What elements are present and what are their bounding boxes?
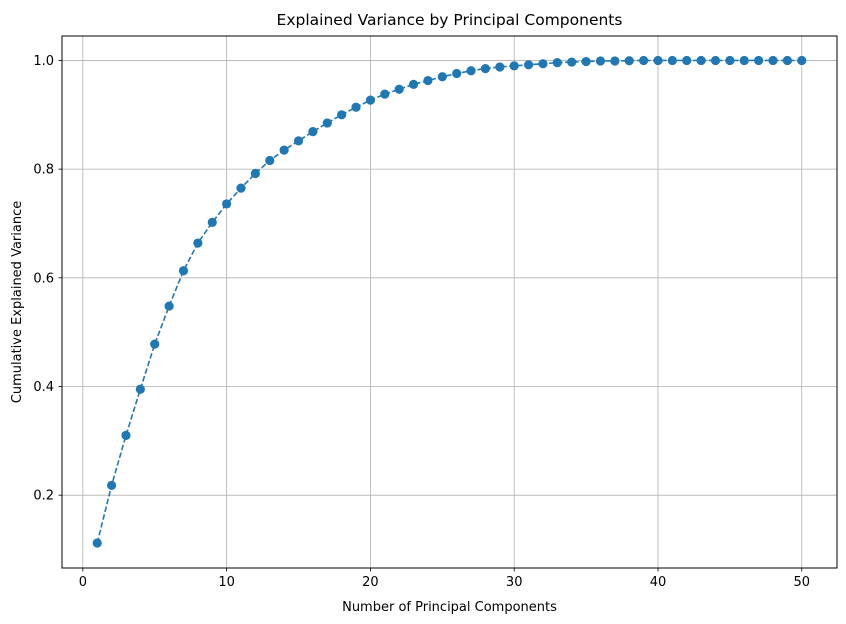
x-axis-label: Number of Principal Components xyxy=(342,600,557,615)
data-point xyxy=(365,95,376,105)
data-point xyxy=(710,55,721,66)
data-point xyxy=(408,79,419,89)
data-point xyxy=(581,56,591,67)
data-point xyxy=(150,339,160,349)
data-point xyxy=(207,217,217,227)
y-tick-label: 0.2 xyxy=(33,489,54,504)
x-tick-label: 10 xyxy=(218,575,235,590)
x-tick-label: 50 xyxy=(793,575,810,590)
data-point xyxy=(337,110,347,120)
series-line xyxy=(96,59,802,544)
data-point xyxy=(380,89,390,99)
x-tick-label: 30 xyxy=(506,575,523,590)
data-point xyxy=(164,301,174,311)
data-point xyxy=(754,55,764,66)
series-points xyxy=(92,55,807,548)
data-point xyxy=(495,62,505,72)
data-point xyxy=(466,66,476,76)
y-tick-label: 1.0 xyxy=(33,54,54,69)
y-tick-label: 0.4 xyxy=(33,380,54,395)
plot-frame xyxy=(61,35,838,569)
series-line-path xyxy=(96,59,802,544)
data-point xyxy=(92,538,102,548)
data-point xyxy=(667,55,677,66)
data-point xyxy=(265,155,275,166)
x-tick-label: 0 xyxy=(79,575,87,590)
data-point xyxy=(121,430,131,441)
data-point xyxy=(523,60,534,70)
data-point xyxy=(322,118,332,128)
y-axis-label: Cumulative Explained Variance xyxy=(10,201,25,403)
grid xyxy=(62,36,837,568)
chart-title: Explained Variance by Principal Componen… xyxy=(277,11,623,29)
data-point xyxy=(538,59,548,69)
data-point xyxy=(279,145,289,155)
data-point xyxy=(552,58,562,68)
data-point xyxy=(696,55,706,66)
data-point xyxy=(782,55,792,66)
x-tick-label: 20 xyxy=(362,575,379,590)
data-point xyxy=(624,56,634,66)
data-point xyxy=(423,75,433,86)
data-point xyxy=(178,266,189,276)
data-point xyxy=(610,56,620,66)
data-point xyxy=(308,127,318,137)
x-tick-label: 40 xyxy=(650,575,667,590)
data-point xyxy=(725,55,735,66)
data-point xyxy=(135,384,145,394)
data-point xyxy=(768,55,778,66)
data-point xyxy=(653,55,663,66)
data-point xyxy=(480,64,491,74)
data-point xyxy=(682,55,692,66)
y-tick-label: 0.6 xyxy=(33,271,54,286)
data-point xyxy=(293,136,304,146)
y-tick-label: 0.8 xyxy=(33,163,54,178)
data-point xyxy=(351,102,361,112)
data-point xyxy=(437,72,447,82)
data-point xyxy=(222,199,232,209)
data-point xyxy=(567,57,577,67)
data-point xyxy=(236,183,246,193)
data-point xyxy=(639,55,649,66)
y-axis-ticks: 0.2 0.4 0.6 0.8 1.0 xyxy=(33,54,62,504)
data-point xyxy=(193,238,203,248)
data-point xyxy=(739,55,749,66)
data-point xyxy=(452,68,462,79)
data-point xyxy=(250,168,260,179)
x-axis-ticks: 0 10 20 30 40 50 xyxy=(79,568,810,590)
data-point xyxy=(394,84,404,94)
data-point xyxy=(509,61,519,71)
data-point xyxy=(595,56,606,66)
data-point xyxy=(107,480,117,491)
data-point xyxy=(797,55,807,66)
